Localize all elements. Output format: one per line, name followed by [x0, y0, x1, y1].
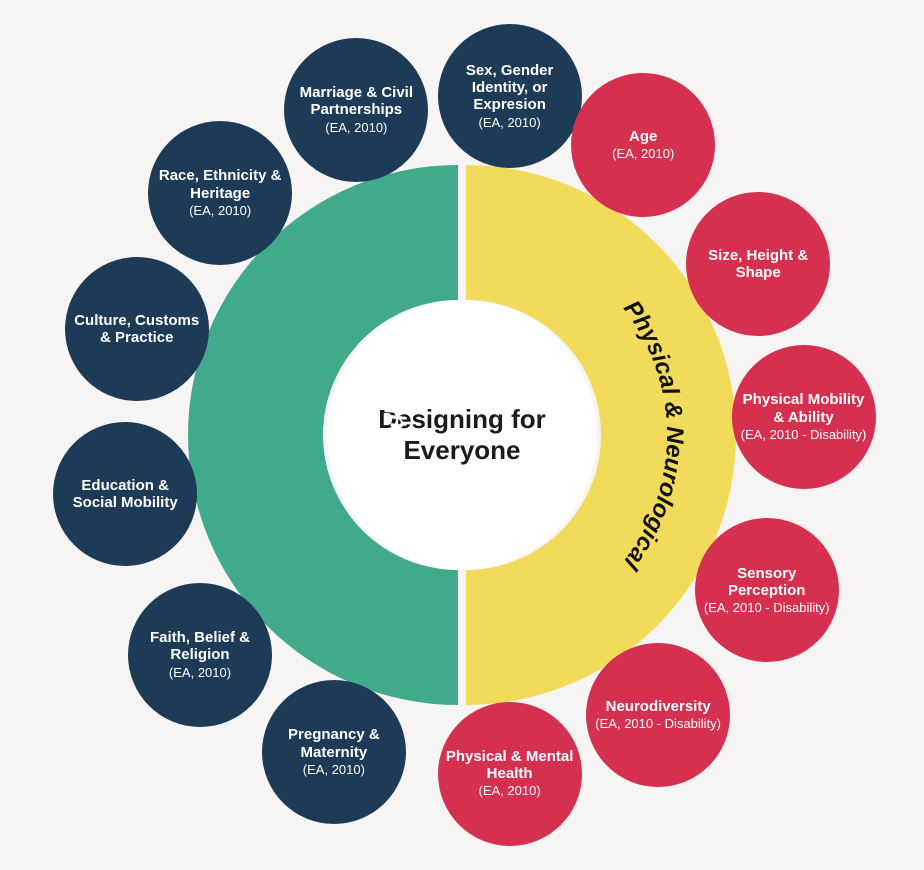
node-physical-mobility-ability: Physical Mobility & Ability (EA, 2010 - D…	[732, 345, 876, 489]
node-subtitle: (EA, 2010)	[479, 116, 541, 131]
node-size-height-shape: Size, Height & Shape	[686, 192, 830, 336]
node-subtitle: (EA, 2010)	[189, 204, 251, 219]
node-faith-belief-religion: Faith, Belief & Religion (EA, 2010)	[128, 583, 272, 727]
node-pregnancy-maternity: Pregnancy & Maternity (EA, 2010)	[262, 680, 406, 824]
center-title: Designing for Everyone	[342, 404, 582, 466]
diagram-stage: Designing for Everyone Socio-cultural Ph…	[0, 0, 924, 870]
node-subtitle: (EA, 2010 - Disability)	[741, 428, 867, 443]
node-title: Education & Social Mobility	[61, 477, 189, 512]
node-title: Size, Height & Shape	[694, 247, 822, 282]
node-title: Sensory Perception	[703, 565, 831, 600]
node-education-social-mobility: Education & Social Mobility	[53, 422, 197, 566]
node-subtitle: (EA, 2010 - Disability)	[704, 601, 830, 616]
center-circle: Designing for Everyone	[327, 300, 597, 570]
node-race-ethnicity-heritage: Race, Ethnicity & Heritage (EA, 2010)	[148, 121, 292, 265]
node-title: Neurodiversity	[606, 698, 711, 715]
node-title: Sex, Gender Identity, or Expresion	[446, 62, 574, 114]
node-marriage-civil-partnerships: Marriage & Civil Partnerships (EA, 2010)	[284, 38, 428, 182]
node-title: Physical & Mental Health	[446, 748, 574, 783]
node-neurodiversity: Neurodiversity (EA, 2010 - Disability)	[586, 643, 730, 787]
node-title: Marriage & Civil Partnerships	[292, 84, 420, 119]
node-subtitle: (EA, 2010)	[612, 147, 674, 162]
node-sensory-perception: Sensory Perception(EA, 2010 - Disability…	[695, 518, 839, 662]
node-title: Race, Ethnicity & Heritage	[156, 167, 284, 202]
node-title: Culture, Customs & Practice	[73, 312, 201, 347]
node-subtitle: (EA, 2010)	[303, 763, 365, 778]
node-title: Pregnancy & Maternity	[270, 726, 398, 761]
node-age: Age (EA, 2010)	[571, 73, 715, 217]
node-subtitle: (EA, 2010)	[325, 121, 387, 136]
node-subtitle: (EA, 2010)	[169, 666, 231, 681]
node-subtitle: (EA, 2010)	[479, 784, 541, 799]
node-title: Age	[629, 128, 657, 145]
node-title: Physical Mobility & Ability	[740, 391, 868, 426]
node-culture-customs-practice: Culture, Customs & Practice	[65, 257, 209, 401]
node-title: Faith, Belief & Religion	[136, 629, 264, 664]
node-physical-mental-health: Physical & Mental Health(EA, 2010)	[438, 702, 582, 846]
node-sex-gender-identity-or-expresion: Sex, Gender Identity, or Expresion (EA, 2…	[438, 24, 582, 168]
node-subtitle: (EA, 2010 - Disability)	[595, 717, 721, 732]
